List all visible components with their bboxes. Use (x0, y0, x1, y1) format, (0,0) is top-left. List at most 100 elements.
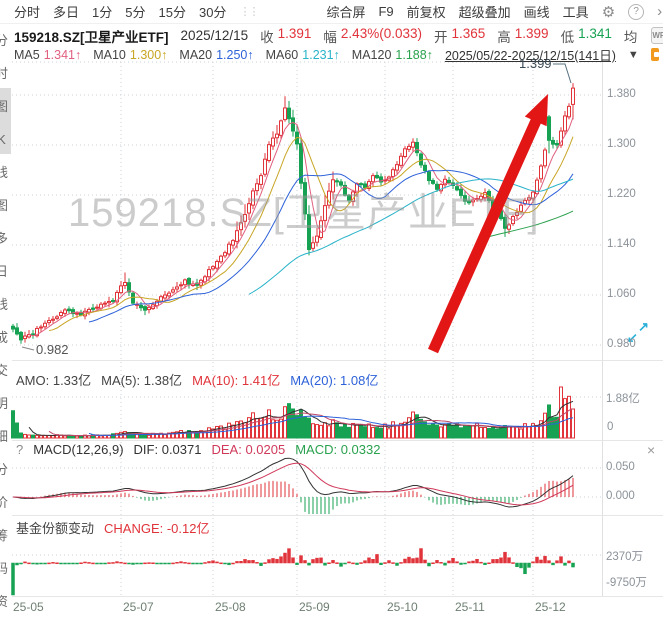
period-tab-多日[interactable]: 多日 (53, 5, 80, 20)
price-axis-label: 1.300 (607, 138, 636, 150)
ma-label: MA10 (93, 47, 126, 62)
grip-icon[interactable]: ⋮⋮ (239, 6, 259, 18)
quote-field-高: 高 1.399 (497, 26, 548, 46)
close-indicator-icon[interactable]: × (647, 442, 656, 458)
quote-field-label: 高 (497, 29, 511, 45)
x-axis-label: 25-11 (455, 600, 485, 614)
high-price-callout: 1.399 (519, 56, 552, 71)
period-tab-15分[interactable]: 15分 (158, 5, 186, 20)
low-price-callout: 0.982 (36, 342, 69, 357)
quote-field-label: 开 (433, 29, 448, 45)
sidebar-tab-char[interactable]: 图 (0, 99, 8, 114)
volume-axis-label: 0 (607, 421, 614, 433)
ma-value: 1.231↑ (302, 47, 340, 62)
fund-axis-label: -9750万 (606, 577, 647, 589)
ma-value: 1.341↑ (43, 47, 82, 62)
price-axis-label: 1.220 (607, 188, 636, 200)
sidebar-tab-char[interactable]: 交 (0, 363, 8, 378)
fund-header-item: 基金份额变动 (16, 521, 95, 536)
quote-field-value: 2.43%(0.033) (340, 25, 422, 41)
quote-field-均: 均 (624, 26, 638, 46)
volume-header-item: MA(5): 1.38亿 (101, 373, 183, 388)
toolbar-item-超级叠加[interactable]: 超级叠加 (458, 5, 511, 20)
quote-field-value: 1.399 (514, 25, 549, 41)
quote-field-value: 1.341 (578, 25, 612, 41)
volume-pane-header: AMO: 1.33亿 MA(5): 1.38亿 MA(10): 1.41亿 MA(20… (16, 370, 378, 389)
help-icon[interactable]: ? (628, 3, 645, 20)
sidebar-tab-char[interactable]: 价 (0, 495, 8, 510)
expand-chart-icon[interactable]: ↙ (627, 330, 638, 345)
ma-item-MA10: MA10 1.300↑ (93, 48, 167, 62)
price-axis-label: 1.140 (607, 238, 636, 250)
macd-header-item: MACD(12,26,9) (33, 442, 124, 457)
sidebar-tab-char[interactable]: 线 (0, 165, 8, 180)
watermark: 159218.SZ[卫星产业ETF] (68, 191, 540, 235)
macd-axis-label: 0.050 (606, 461, 635, 473)
volume-header-item: MA(10): 1.41亿 (192, 373, 281, 388)
ma-label: MA5 (14, 47, 40, 62)
chevron-down-icon[interactable]: ▼ (627, 48, 639, 61)
ma-values-bar: MA5 1.341↑ MA10 1.300↑ MA20 1.250↑ MA60 1.231↑ M… (14, 47, 659, 63)
price-axis-label: 1.060 (607, 288, 636, 300)
sidebar-tab-char[interactable]: 图 (0, 198, 8, 213)
toolbar-item-画线[interactable]: 画线 (523, 5, 550, 20)
period-tab-30分[interactable]: 30分 (198, 5, 227, 20)
sidebar-tab-char[interactable]: 线 (0, 297, 8, 312)
x-axis-label: 25-10 (387, 600, 418, 614)
toolbar-item-综合屏[interactable]: 综合屏 (326, 5, 366, 20)
expand-chart-icon[interactable]: ↗ (638, 319, 649, 334)
quote-fields: 收 1.391 幅 2.43%(0.033) 开 1.365 高 1.399 低 1.341 均 (260, 26, 637, 46)
quote-field-幅: 幅 2.43%(0.033) (323, 26, 422, 46)
x-axis-label: 25-08 (215, 600, 246, 614)
toolbar-separator (0, 23, 663, 24)
sidebar-tab-char[interactable]: 日 (0, 264, 8, 279)
lock-icon[interactable] (650, 48, 659, 61)
sidebar-tab-char[interactable]: K (0, 132, 6, 147)
ma-value: 1.250↑ (216, 47, 254, 62)
ma-item-MA60: MA60 1.231↑ (266, 48, 340, 62)
period-tab-1分[interactable]: 1分 (92, 5, 113, 20)
sidebar-tab-char[interactable]: 时 (0, 66, 8, 81)
ma-value: 1.188↑ (395, 47, 433, 62)
ma-label: MA120 (351, 47, 392, 62)
fund-axis-label: 2370万 (606, 551, 644, 563)
macd-header-item: DIF: 0.0371 (133, 442, 202, 457)
quote-field-label: 收 (260, 29, 274, 45)
sidebar-tab-char[interactable]: 资 (0, 594, 8, 609)
ma-label: MA60 (265, 47, 299, 62)
sidebar-tab-char[interactable]: 成 (0, 330, 8, 345)
macd-axis-label: 0.000 (606, 490, 635, 502)
gear-icon[interactable]: ⚙ (601, 3, 616, 21)
date-range[interactable]: 2025/05/22-2025/12/15(141日) (444, 49, 616, 63)
sidebar-tab-char[interactable]: 多 (0, 231, 8, 246)
ma-value: 1.300↑ (129, 47, 168, 62)
period-tab-5分[interactable]: 5分 (125, 5, 146, 20)
fund-pane-header: 基金份额变动 CHANGE: -0.12亿 (16, 518, 210, 537)
toolbar-item-工具[interactable]: 工具 (562, 5, 589, 20)
period-tab-分时[interactable]: 分时 (14, 5, 41, 20)
quote-field-label: 幅 (323, 29, 337, 45)
quote-field-收: 收 1.391 (260, 26, 311, 46)
collapse-panel-icon[interactable]: › (657, 3, 663, 20)
quote-field-开: 开 1.365 (434, 26, 485, 46)
indicator-help-icon[interactable]: ? (16, 442, 24, 457)
x-axis-label: 25-12 (535, 600, 566, 614)
wps-overlay-icon[interactable]: WP (651, 27, 663, 44)
sidebar-tab-char[interactable]: 细 (0, 429, 8, 444)
sidebar-tab-char[interactable]: 筹 (0, 528, 8, 543)
quote-field-value: 1.365 (451, 25, 486, 41)
toolbar-item-F9[interactable]: F9 (378, 4, 394, 19)
x-axis-label: 25-07 (123, 600, 154, 614)
sidebar-tab-char[interactable]: 明 (0, 396, 8, 411)
toolbar-right-group: 综合屏 F9 前复权 超级叠加 画线 工具 (326, 2, 588, 21)
sidebar-tab-char[interactable]: 码 (0, 561, 8, 576)
volume-header-item: AMO: 1.33亿 (16, 373, 92, 388)
quote-field-label: 低 (560, 29, 575, 45)
sidebar-tab-char[interactable]: 分 (0, 33, 8, 48)
sidebar-tab-char[interactable]: 分 (0, 462, 8, 477)
toolbar-item-前复权[interactable]: 前复权 (406, 5, 446, 20)
x-axis-label: 25-09 (299, 600, 330, 614)
sidebar-active-highlight (0, 88, 11, 154)
